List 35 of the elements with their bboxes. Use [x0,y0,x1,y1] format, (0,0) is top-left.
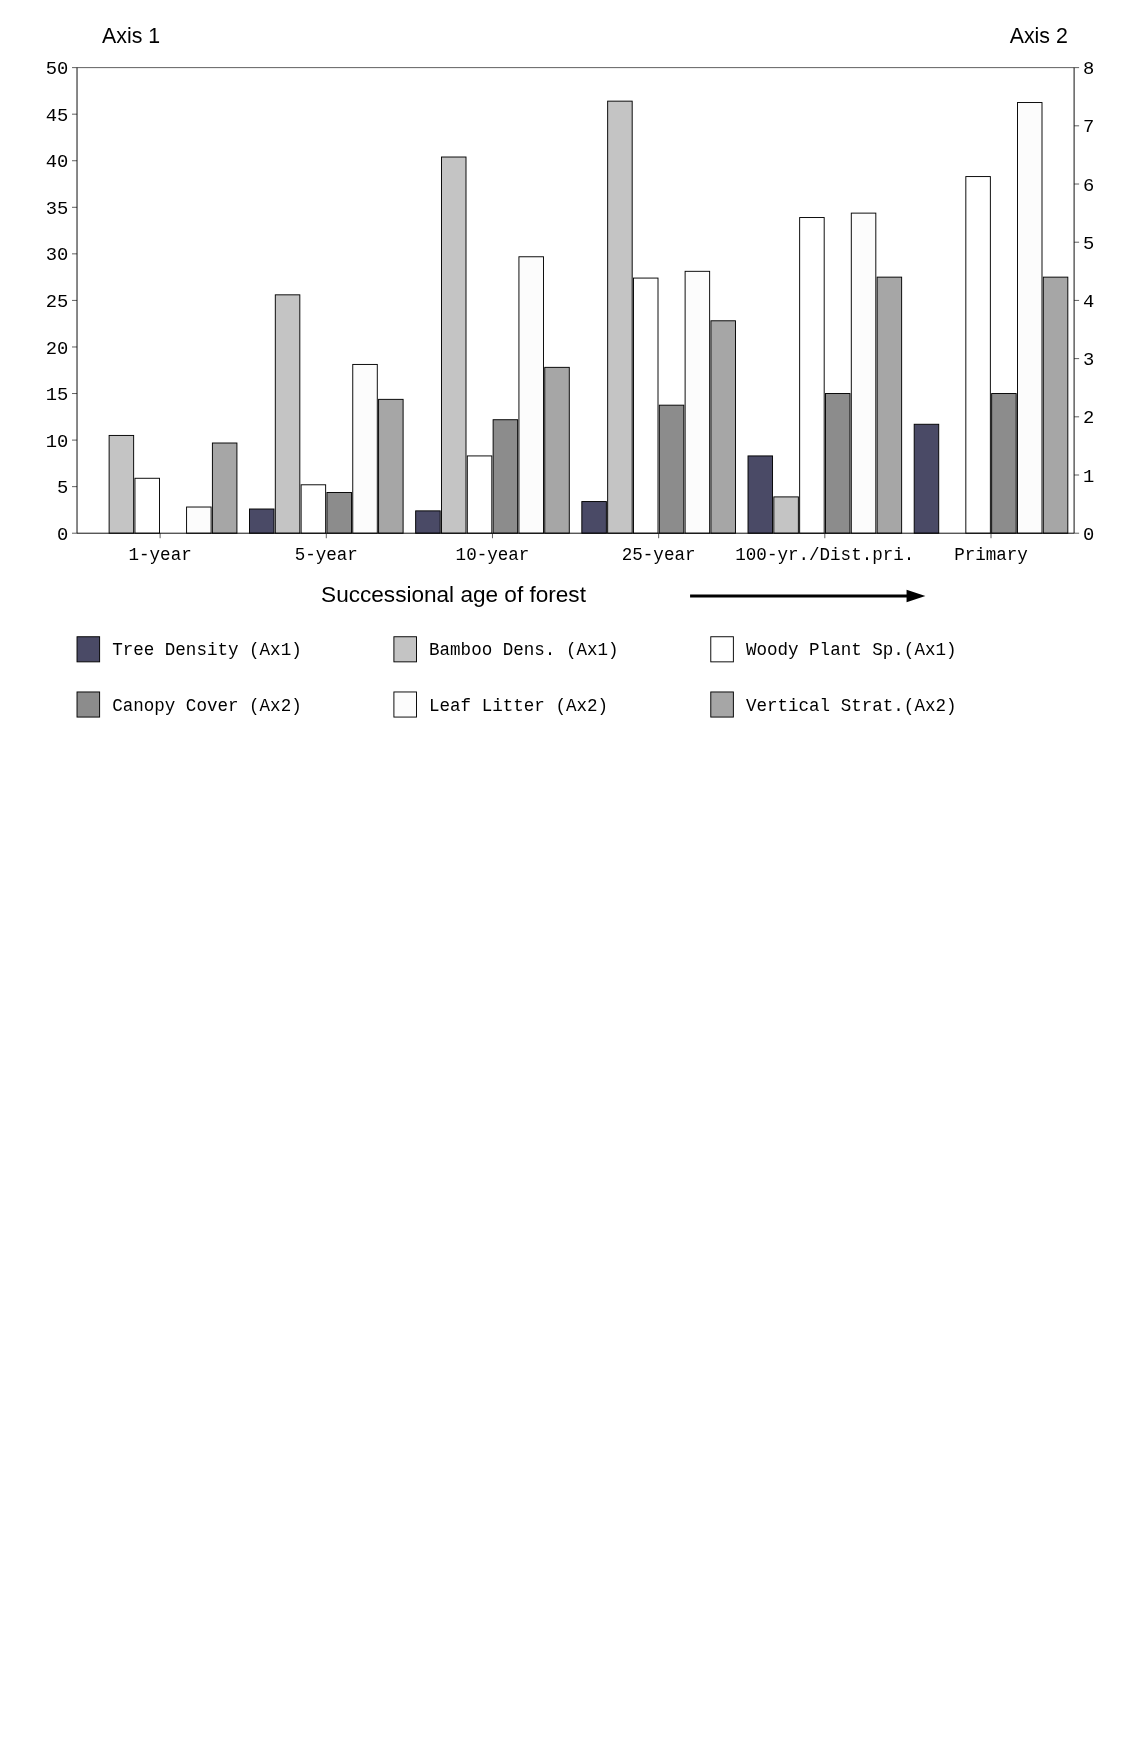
y-tick-label: 50 [45,58,69,81]
y-tick-label: 40 [45,151,69,174]
y-tick-label: 5 [56,477,69,500]
y-tick-label: 10 [45,430,69,453]
x-tick-label: 25-year [621,544,696,565]
x-tick-label: 100-yr./Dist.pri. [735,544,915,565]
y-tick-label: 15 [45,384,69,407]
y2-tick-label: 7 [1082,116,1095,139]
x-tick-label: 10-year [455,544,530,565]
x-axis-title: Successional age of forest [321,582,587,608]
legend-label: Leaf Litter (Ax2) [429,695,609,716]
y-tick-label: 30 [45,244,69,267]
y-tick-label: 0 [56,523,69,546]
y2-tick-label: 5 [1082,232,1095,255]
y-tick-label: 20 [45,337,69,360]
y2-tick-label: 8 [1082,58,1095,81]
legend-label: Bamboo Dens. (Ax1) [429,640,619,661]
y-axis-title: Axis 1 [102,23,161,48]
y2-tick-label: 3 [1082,349,1095,372]
y-tick-label: 35 [45,197,69,220]
y2-tick-label: 6 [1082,174,1095,197]
x-tick-label: 5-year [294,544,358,565]
legend-label: Woody Plant Sp.(Ax1) [745,640,957,661]
x-tick-label: Primary [954,544,1028,565]
x-tick-label: 1-year [128,544,192,565]
y2-axis-title: Axis 2 [1009,23,1068,48]
legend-label: Canopy Cover (Ax2) [112,695,302,716]
y-tick-label: 25 [45,291,69,314]
y2-tick-label: 0 [1082,523,1095,546]
legend-label: Vertical Strat.(Ax2) [745,695,957,716]
legend-label: Tree Density (Ax1) [112,640,302,661]
y2-tick-label: 1 [1082,465,1095,488]
y2-tick-label: 4 [1082,291,1095,314]
y2-tick-label: 2 [1082,407,1095,430]
y-tick-label: 45 [45,104,69,127]
